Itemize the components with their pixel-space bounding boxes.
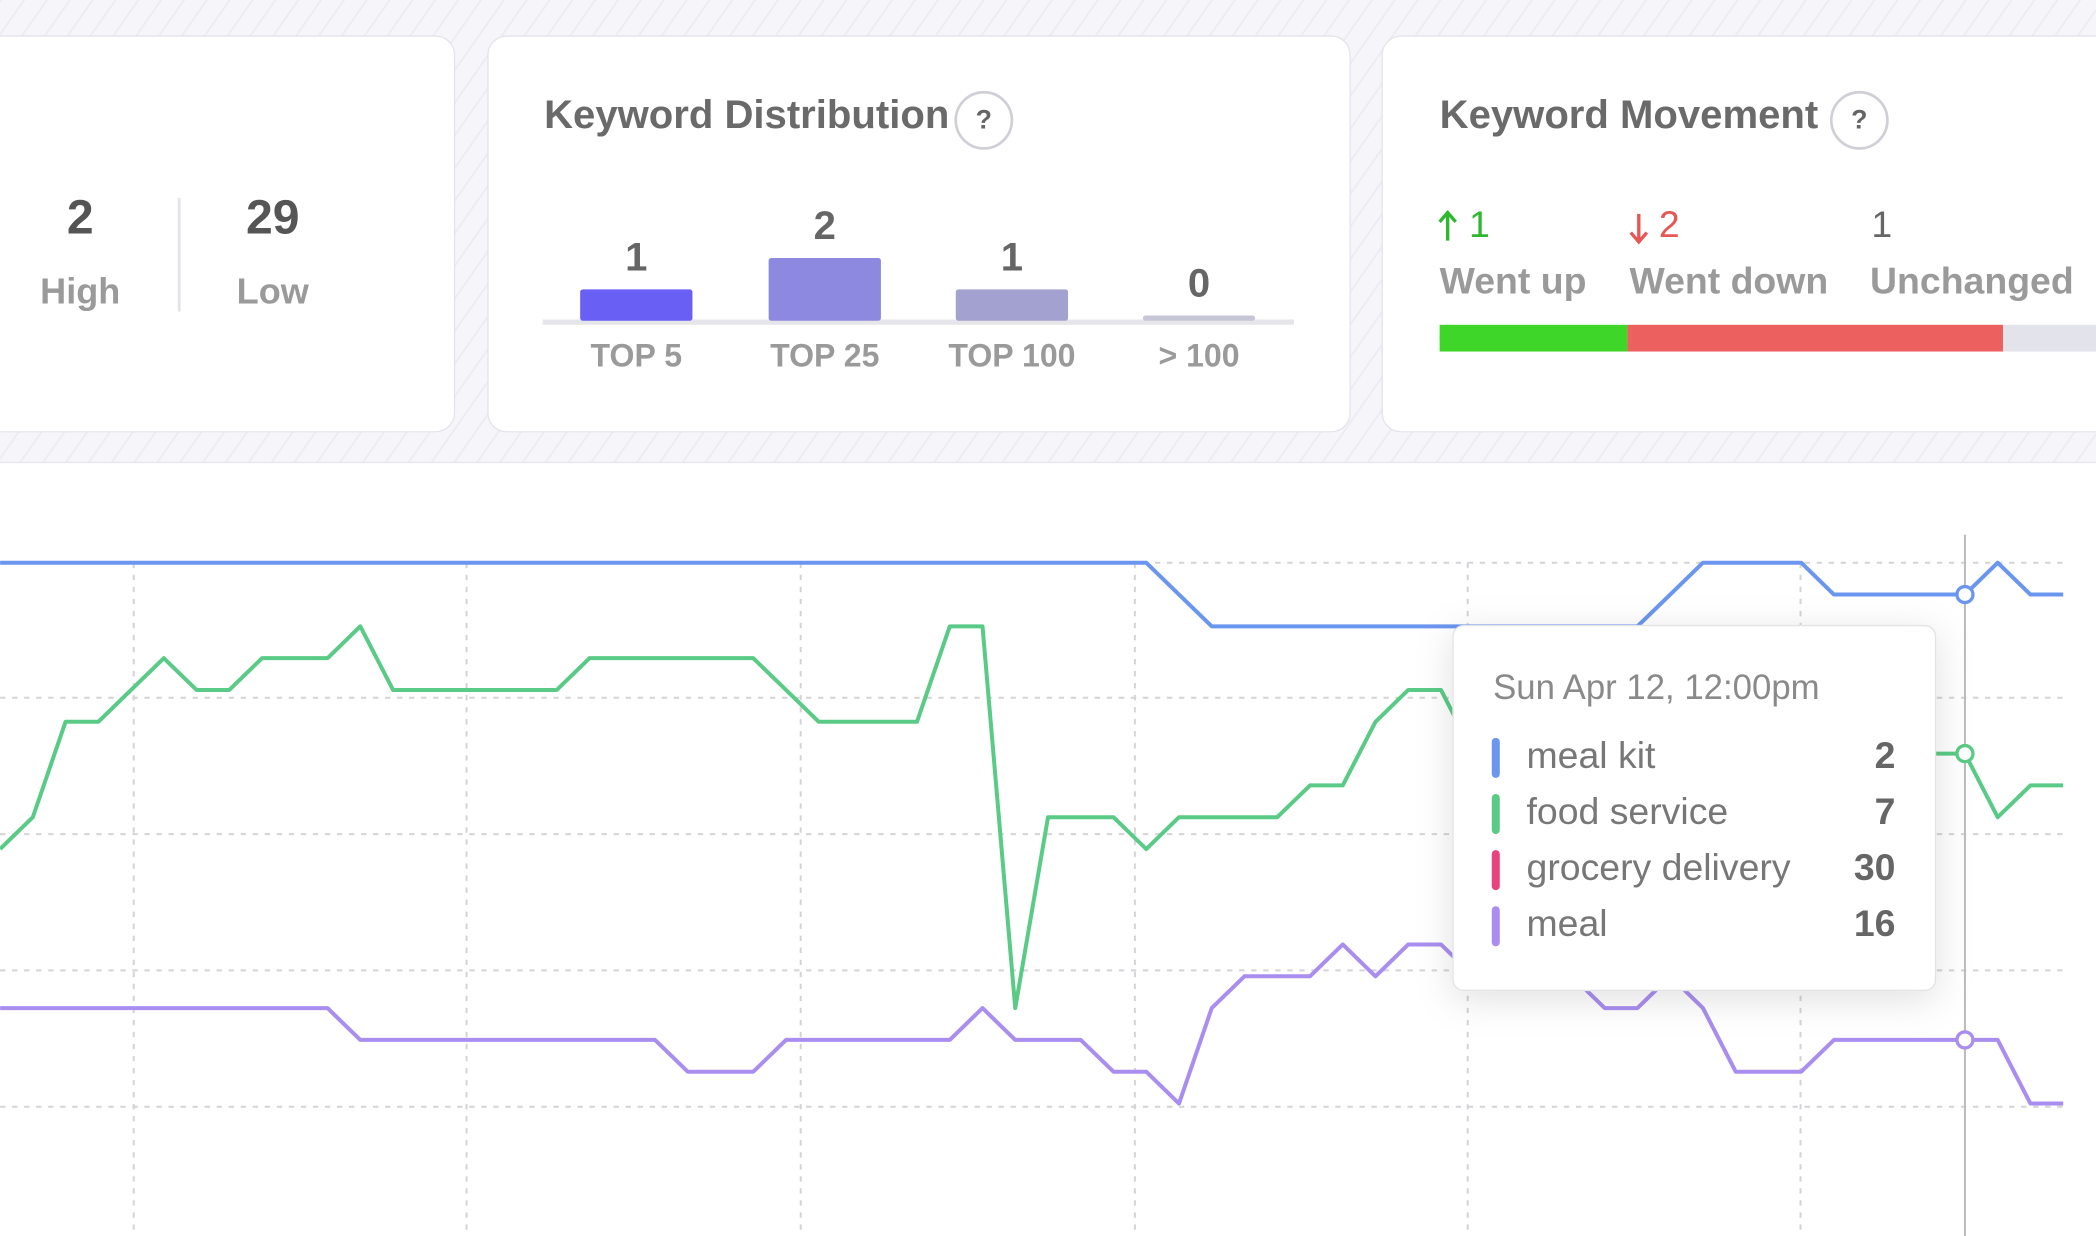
count: 2 bbox=[67, 190, 94, 244]
up-arrow bbox=[1438, 209, 1457, 241]
count-label: High bbox=[40, 271, 120, 312]
count: 29 bbox=[246, 190, 300, 244]
progress-segment bbox=[1627, 324, 2004, 352]
bar bbox=[768, 257, 881, 321]
tooltip-title: Sun Apr 12, 12:00pm bbox=[1493, 669, 1820, 707]
movement-count: 1 bbox=[1871, 203, 1892, 245]
bar-value: 1 bbox=[625, 236, 647, 280]
bar bbox=[1142, 315, 1256, 321]
help-icon[interactable] bbox=[954, 90, 1014, 150]
movement-label: Unchanged bbox=[1870, 259, 2074, 301]
bar-value: 1 bbox=[1001, 236, 1023, 280]
movement-label: Went up bbox=[1440, 259, 1587, 301]
tooltip: Sun Apr 12, 12:00pm meal kit 2 food service… bbox=[1452, 624, 1937, 992]
movement-count: 1 bbox=[1469, 203, 1490, 245]
tooltip-swatch bbox=[1491, 906, 1500, 947]
progress-segment bbox=[1439, 324, 1628, 352]
tooltip-name: meal kit bbox=[1527, 734, 1656, 776]
tooltip-value: 16 bbox=[1854, 902, 1896, 944]
bar-category: TOP 100 bbox=[948, 338, 1075, 374]
tooltip-value: 7 bbox=[1875, 790, 1896, 832]
bar-category: > 100 bbox=[1158, 338, 1239, 374]
priority-card bbox=[0, 35, 456, 433]
bar-value: 0 bbox=[1188, 262, 1210, 306]
help-text: ? bbox=[1851, 105, 1867, 135]
tooltip-value: 2 bbox=[1875, 734, 1896, 776]
series-line bbox=[0, 560, 2064, 629]
card-title: Keyword Movement bbox=[1440, 93, 1819, 137]
hover-point bbox=[1955, 1030, 1975, 1050]
progress-cap bbox=[1439, 324, 1456, 352]
help-icon[interactable] bbox=[1829, 90, 1889, 150]
bar-category: TOP 25 bbox=[770, 338, 879, 374]
progress-segment bbox=[2003, 324, 2096, 352]
priority: 2 High 29 Low bbox=[40, 190, 310, 311]
tooltip-swatch bbox=[1491, 793, 1500, 835]
bar bbox=[955, 289, 1069, 321]
help-text: ? bbox=[976, 105, 992, 135]
hover-point bbox=[1955, 743, 1975, 764]
count-label: Low bbox=[237, 271, 310, 312]
bar bbox=[580, 289, 693, 321]
tooltip-swatch bbox=[1491, 850, 1500, 891]
tooltip-name: food service bbox=[1527, 790, 1729, 832]
card-title: Keyword Distribution bbox=[544, 93, 949, 137]
bar-value: 2 bbox=[814, 204, 836, 248]
tooltip-box bbox=[1452, 624, 1937, 992]
tooltip-swatch bbox=[1491, 737, 1500, 778]
movement-count: 2 bbox=[1659, 203, 1680, 245]
bar-category: TOP 5 bbox=[591, 338, 683, 374]
tooltip-value: 30 bbox=[1854, 846, 1896, 888]
movement-label: Went down bbox=[1629, 259, 1828, 301]
down-arrow bbox=[1629, 213, 1649, 245]
hover-point bbox=[1955, 584, 1975, 605]
tooltip-name: meal bbox=[1527, 902, 1608, 944]
series-line bbox=[0, 942, 2064, 1106]
tooltip-name: grocery delivery bbox=[1527, 846, 1791, 888]
distribution-card bbox=[487, 35, 1351, 433]
